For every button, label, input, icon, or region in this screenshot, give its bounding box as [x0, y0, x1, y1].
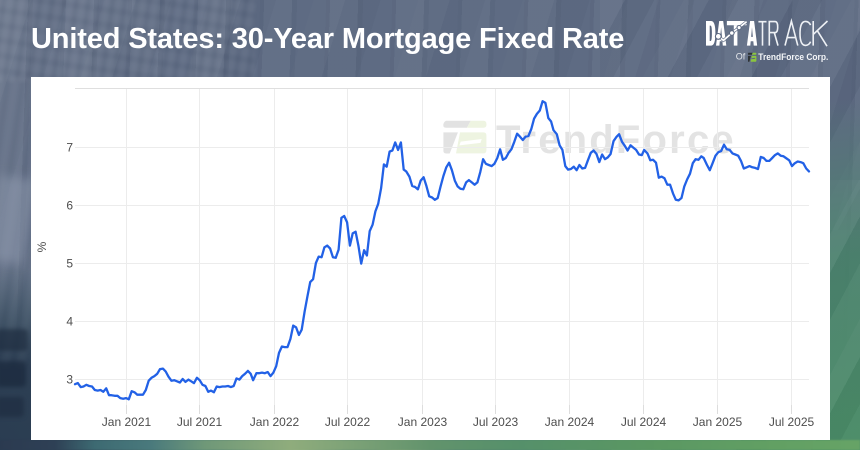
svg-text:Jul 2023: Jul 2023	[473, 415, 519, 429]
svg-text:Jan 2022: Jan 2022	[250, 415, 300, 429]
svg-text:Jul 2024: Jul 2024	[621, 415, 667, 429]
svg-text:Jan 2025: Jan 2025	[693, 415, 743, 429]
svg-text:%: %	[35, 241, 49, 252]
svg-text:TrendForce Corp.: TrendForce Corp.	[758, 52, 828, 62]
svg-text:Of: Of	[736, 52, 746, 62]
svg-text:5: 5	[66, 257, 73, 271]
svg-text:Jan 2024: Jan 2024	[545, 415, 595, 429]
svg-text:Jul 2025: Jul 2025	[769, 415, 815, 429]
svg-text:Jul 2021: Jul 2021	[177, 415, 223, 429]
svg-text:3: 3	[66, 373, 73, 387]
svg-text:Jan 2023: Jan 2023	[398, 415, 448, 429]
svg-text:7: 7	[66, 141, 73, 155]
svg-text:Jan 2021: Jan 2021	[102, 415, 152, 429]
svg-text:Jul 2022: Jul 2022	[325, 415, 371, 429]
svg-text:4: 4	[66, 315, 73, 329]
svg-text:6: 6	[66, 199, 73, 213]
